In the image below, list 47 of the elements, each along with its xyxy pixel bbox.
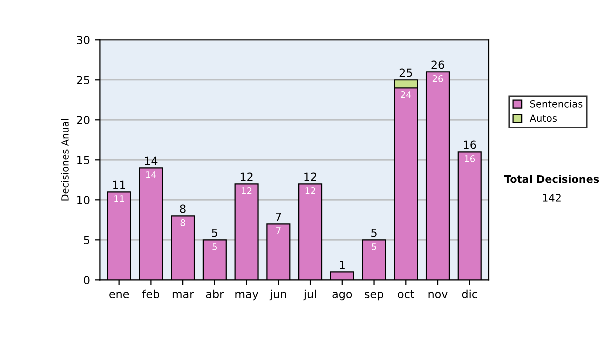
- data-label: 16: [465, 156, 476, 162]
- legend-label: Autos: [530, 114, 557, 122]
- text: 142: [543, 194, 561, 202]
- total-label: 7: [276, 212, 282, 222]
- data-label: 12: [242, 188, 252, 194]
- data-label: 12: [306, 188, 316, 194]
- x-tick-label: oct: [398, 290, 415, 298]
- x-tick-label: nov: [428, 292, 448, 298]
- x-tick-label: mar: [172, 292, 194, 298]
- x-tick-label: sep: [365, 292, 384, 301]
- data-label: 14: [146, 172, 156, 178]
- x-tick-label: ago: [332, 292, 352, 301]
- x-tick-label: feb: [142, 290, 160, 298]
- y-tick-label: 10: [78, 196, 90, 205]
- data-label: 26: [432, 75, 444, 82]
- x-tick-label: ene: [110, 292, 130, 298]
- total-label: 11: [113, 180, 126, 190]
- x-tick-label: dic: [462, 290, 478, 298]
- total-label: 5: [372, 228, 377, 238]
- x-tick-label: jun: [270, 290, 286, 301]
- x-tick-label: jul: [304, 290, 316, 301]
- x-tick-label: abr: [206, 290, 224, 298]
- total-label: 25: [400, 68, 412, 78]
- y-axis-title: Decisiones Anual: [61, 119, 69, 201]
- x-tick-label: may: [236, 292, 259, 301]
- total-label: 26: [432, 60, 444, 70]
- total-label: 16: [464, 140, 476, 150]
- data-label: 8: [180, 220, 186, 226]
- total-label: 1: [340, 260, 345, 270]
- data-label: 11: [114, 196, 124, 202]
- y-tick-label: 0: [84, 276, 90, 285]
- y-tick-label: 25: [77, 76, 90, 85]
- total-label: 12: [240, 172, 253, 182]
- total-label: 8: [180, 204, 186, 214]
- data-label: 5: [212, 244, 218, 250]
- y-tick-label: 15: [78, 156, 90, 165]
- data-label: 7: [276, 228, 281, 234]
- text: Total Decisiones: [504, 175, 600, 184]
- data-label: 5: [372, 244, 376, 250]
- total-label: 12: [304, 172, 316, 182]
- y-tick-label: 5: [84, 236, 90, 245]
- legend-label: Sentencias: [530, 100, 583, 108]
- y-tick-label: 30: [77, 36, 90, 44]
- total-label: 14: [145, 156, 158, 166]
- total-label: 5: [212, 228, 218, 238]
- y-tick-label: 20: [77, 116, 90, 125]
- data-label: 24: [401, 91, 412, 98]
